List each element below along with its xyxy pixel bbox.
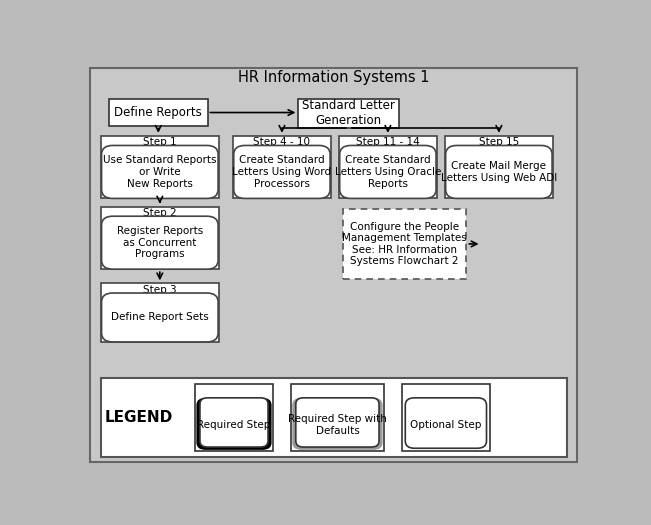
FancyBboxPatch shape (195, 384, 273, 451)
Text: Create Mail Merge
Letters Using Web ADI: Create Mail Merge Letters Using Web ADI (441, 161, 557, 183)
FancyBboxPatch shape (292, 398, 383, 450)
FancyBboxPatch shape (234, 145, 330, 198)
Text: Create Standard
Letters Using Word
Processors: Create Standard Letters Using Word Proce… (232, 155, 331, 188)
Text: Step 15: Step 15 (478, 137, 519, 147)
Text: LEGEND: LEGEND (104, 410, 173, 425)
Text: Step 11 - 14: Step 11 - 14 (356, 137, 420, 147)
FancyBboxPatch shape (406, 398, 486, 448)
Text: Create Standard
Letters Using Oracle
Reports: Create Standard Letters Using Oracle Rep… (335, 155, 441, 188)
FancyBboxPatch shape (102, 145, 218, 198)
FancyBboxPatch shape (296, 398, 379, 447)
Text: HR Information Systems 1: HR Information Systems 1 (238, 70, 430, 85)
Text: Define Report Sets: Define Report Sets (111, 312, 209, 322)
Text: Standard Letter
Generation: Standard Letter Generation (302, 99, 395, 127)
FancyBboxPatch shape (342, 208, 466, 279)
Text: Configure the People
Management Templates
See: HR Information
Systems Flowchart : Configure the People Management Template… (342, 222, 467, 266)
FancyBboxPatch shape (197, 398, 271, 450)
FancyBboxPatch shape (100, 284, 219, 342)
FancyBboxPatch shape (339, 136, 437, 198)
FancyBboxPatch shape (200, 398, 268, 447)
Text: Required Step with
Defaults: Required Step with Defaults (288, 414, 387, 436)
FancyBboxPatch shape (109, 99, 208, 125)
FancyBboxPatch shape (445, 136, 553, 198)
FancyBboxPatch shape (100, 379, 567, 457)
Text: Required Step: Required Step (197, 420, 271, 430)
FancyBboxPatch shape (90, 68, 577, 463)
Text: Step 2: Step 2 (143, 208, 176, 218)
FancyBboxPatch shape (100, 206, 219, 269)
FancyBboxPatch shape (291, 384, 384, 451)
Text: Define Reports: Define Reports (115, 106, 202, 119)
FancyBboxPatch shape (298, 99, 399, 128)
Text: Step 1: Step 1 (143, 137, 176, 147)
Text: Use Standard Reports
or Write
New Reports: Use Standard Reports or Write New Report… (103, 155, 217, 188)
FancyBboxPatch shape (100, 136, 219, 198)
FancyBboxPatch shape (102, 293, 218, 342)
FancyBboxPatch shape (446, 145, 552, 198)
Text: Optional Step: Optional Step (410, 420, 482, 430)
FancyBboxPatch shape (102, 216, 218, 269)
Text: Step 3: Step 3 (143, 285, 176, 295)
Text: Register Reports
as Concurrent
Programs: Register Reports as Concurrent Programs (117, 226, 203, 259)
FancyBboxPatch shape (233, 136, 331, 198)
FancyBboxPatch shape (340, 145, 436, 198)
Text: Step 4 - 10: Step 4 - 10 (253, 137, 311, 147)
FancyBboxPatch shape (402, 384, 490, 451)
